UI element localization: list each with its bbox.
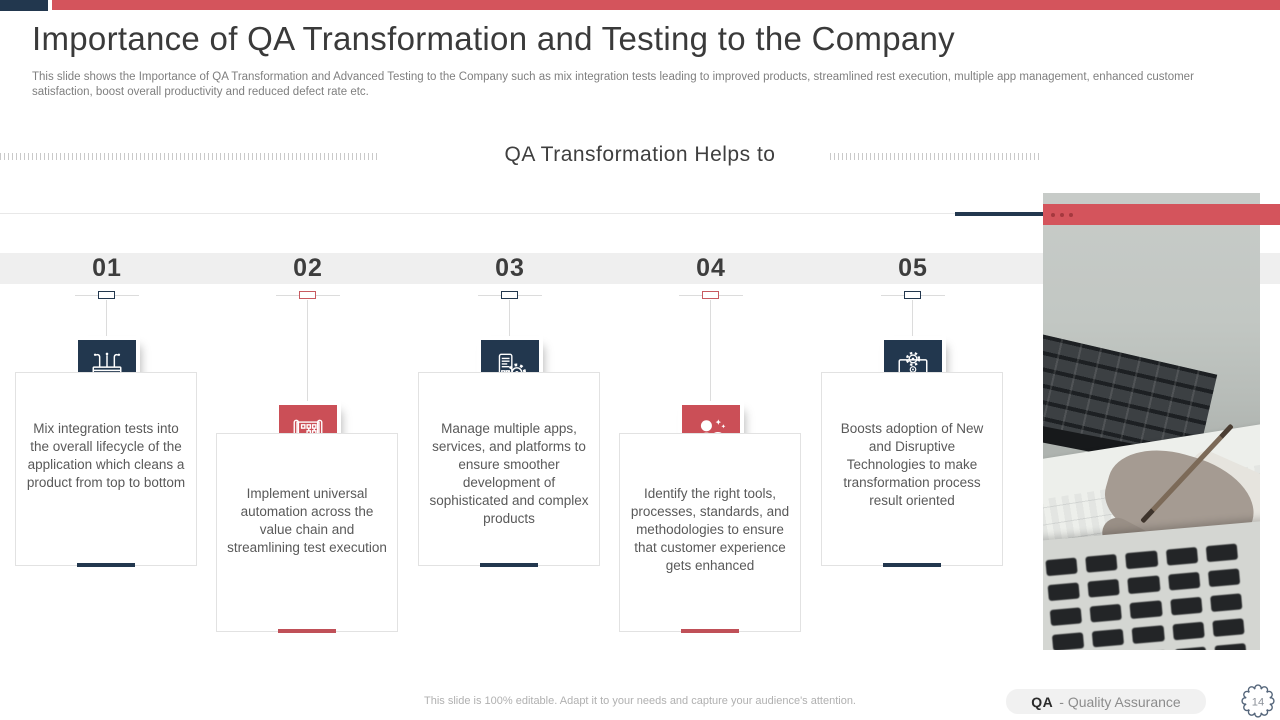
top-accent-red-bar [52, 0, 1280, 10]
divider-navy-segment [955, 212, 1043, 216]
card-accent-bar [480, 563, 538, 567]
page-title: Importance of QA Transformation and Test… [32, 20, 955, 57]
photo-red-banner [1043, 204, 1280, 225]
photo-writing-desk [1043, 193, 1260, 650]
ticker-line-right [830, 153, 1040, 160]
step-number: 02 [293, 254, 323, 282]
step-card: Boosts adoption of New and Disruptive Te… [821, 372, 1003, 567]
step-column-4: 04 Identify the right tools, processes, … [611, 253, 811, 643]
step-number: 04 [696, 254, 726, 282]
connector-line [106, 300, 107, 340]
step-card: Mix integration tests into the overall l… [15, 372, 197, 567]
marker-rect [98, 291, 115, 299]
marker-rect [904, 291, 921, 299]
step-text: Manage multiple apps, services, and plat… [429, 421, 589, 526]
step-card: Identify the right tools, processes, sta… [619, 433, 801, 633]
page-number: 14 [1252, 696, 1264, 708]
step-number: 03 [495, 254, 525, 282]
step-text: Identify the right tools, processes, sta… [630, 486, 790, 573]
legend-pill: QA - Quality Assurance [1006, 689, 1206, 714]
top-accent-navy-block [0, 0, 48, 11]
banner-dot [1060, 213, 1064, 217]
connector-line [509, 300, 510, 340]
legend-definition: - Quality Assurance [1059, 693, 1181, 710]
ticker-line-left [0, 153, 378, 160]
step-card: Implement universal automation across th… [216, 433, 398, 633]
marker-rect [501, 291, 518, 299]
step-column-3: 03 Manage multiple apps, services, and p… [410, 253, 610, 643]
step-text: Mix integration tests into the overall l… [26, 421, 186, 490]
card-accent-bar [278, 629, 336, 633]
calculator-keys [1045, 543, 1247, 650]
step-number: 05 [898, 254, 928, 282]
step-column-5: 05 Boosts adoption of New and Disruptive… [813, 253, 1013, 643]
calculator [1043, 520, 1260, 650]
marker-rect [299, 291, 316, 299]
card-accent-bar [883, 563, 941, 567]
step-column-1: 01 Mix integration tests into the overal… [7, 253, 207, 643]
section-heading: QA Transformation Helps to [504, 143, 776, 166]
banner-dot [1069, 213, 1073, 217]
step-card: Manage multiple apps, services, and plat… [418, 372, 600, 567]
marker-rect [702, 291, 719, 299]
page-number-badge: 14 [1241, 684, 1275, 718]
editable-note: This slide is 100% editable. Adapt it to… [424, 695, 856, 707]
card-accent-bar [77, 563, 135, 567]
connector-line [710, 300, 711, 405]
banner-dot [1051, 213, 1055, 217]
divider-line [0, 213, 955, 214]
page-subtitle: This slide shows the Importance of QA Tr… [32, 71, 1194, 98]
connector-line [307, 300, 308, 405]
card-accent-bar [681, 629, 739, 633]
connector-line [912, 300, 913, 340]
step-text: Boosts adoption of New and Disruptive Te… [840, 421, 984, 508]
step-number: 01 [92, 254, 122, 282]
step-text: Implement universal automation across th… [227, 486, 387, 555]
legend-abbreviation: QA [1031, 693, 1054, 710]
step-column-2: 02 Implement universal automation across… [208, 253, 408, 643]
